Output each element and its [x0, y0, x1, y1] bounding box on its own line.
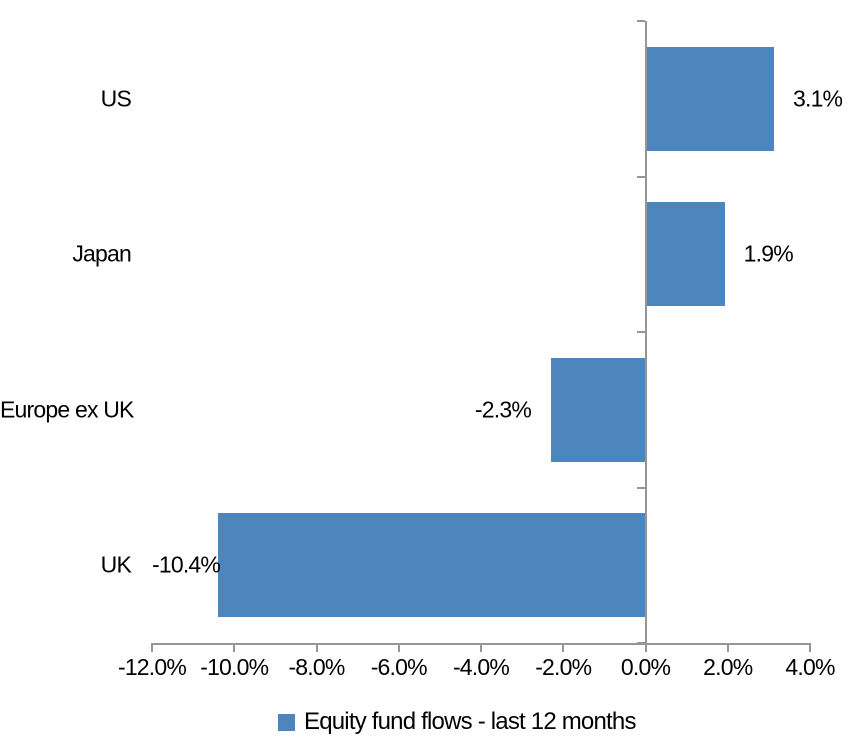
bar-europe-ex-uk — [550, 357, 646, 462]
y-axis-tick — [636, 331, 645, 333]
y-axis-tick — [636, 642, 645, 644]
category-label-europe-ex-uk: Europe ex UK — [0, 396, 134, 423]
bar-japan — [646, 202, 725, 307]
x-tick-label: -2.0% — [535, 654, 592, 680]
y-axis-tick — [636, 175, 645, 178]
x-axis-tick — [233, 643, 236, 652]
x-tick-label: -6.0% — [370, 654, 428, 680]
legend-marker-square-icon — [278, 713, 295, 731]
x-axis-tick — [562, 643, 565, 652]
legend: Equity fund flows - last 12 months — [278, 710, 636, 734]
y-axis-tick — [636, 20, 645, 22]
category-label-japan: Japan — [72, 240, 131, 267]
bar-us — [646, 46, 774, 151]
x-tick-label: -12.0% — [117, 654, 187, 680]
x-axis-tick — [397, 643, 400, 652]
data-label-us: 3.1% — [792, 85, 843, 112]
x-axis-tick — [726, 643, 729, 652]
category-label-us: US — [100, 85, 132, 112]
legend-label: Equity fund flows - last 12 months — [304, 708, 636, 735]
x-axis-tick — [809, 643, 811, 652]
zero-axis-line — [644, 21, 647, 652]
x-tick-label: 2.0% — [703, 654, 753, 680]
x-axis-tick — [644, 643, 647, 652]
x-tick-label: 4.0% — [785, 654, 835, 680]
x-axis-tick — [315, 643, 318, 652]
x-tick-label: 0.0% — [620, 654, 671, 680]
category-label-uk: UK — [100, 551, 132, 578]
y-axis-tick — [636, 486, 645, 489]
data-label-europe-ex-uk: -2.3% — [474, 396, 532, 423]
bar-uk — [217, 513, 646, 618]
x-axis-tick — [151, 643, 153, 652]
x-tick-label: -4.0% — [452, 654, 510, 680]
data-label-uk: -10.4% — [152, 551, 221, 578]
x-tick-label: -10.0% — [200, 654, 269, 680]
x-axis-tick — [480, 643, 482, 652]
data-label-japan: 1.9% — [743, 240, 794, 267]
x-tick-label: -8.0% — [288, 654, 345, 680]
